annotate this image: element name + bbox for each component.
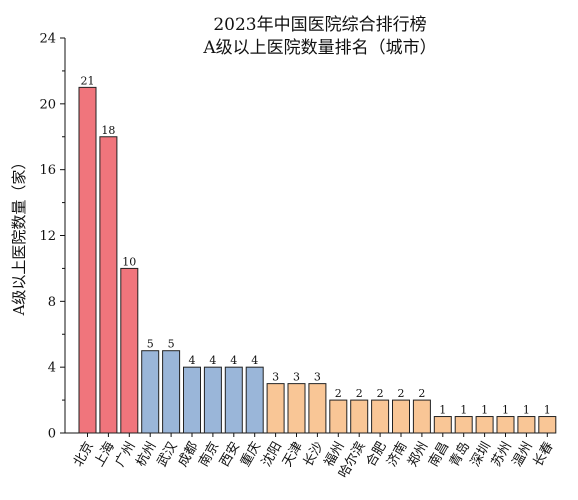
x-tick-label: 苏州 <box>488 439 515 470</box>
bar-value-label: 2 <box>377 387 384 400</box>
bar <box>203 366 222 434</box>
y-tick-label: 12 <box>39 229 56 244</box>
bar <box>224 366 243 434</box>
bar-value-label: 4 <box>189 354 196 367</box>
axes <box>64 38 556 434</box>
bar-value-label: 21 <box>81 74 95 87</box>
y-tick-label: 20 <box>39 97 56 112</box>
bar <box>329 399 348 434</box>
x-tick-label: 深圳 <box>468 439 494 469</box>
bar-value-label: 3 <box>314 371 321 384</box>
y-tick-label: 8 <box>48 295 56 310</box>
x-tick-labels: 北京上海广州杭州武汉成都南京西安重庆沈阳天津长沙福州哈尔滨合肥济南郑州南昌青岛深… <box>71 433 557 481</box>
bar <box>371 399 390 434</box>
bar-value-label: 10 <box>122 255 136 268</box>
x-tick-label: 武汉 <box>155 440 181 470</box>
x-tick-label: 合肥 <box>364 440 390 470</box>
x-tick-label: 青岛 <box>446 439 473 470</box>
bar-value-label: 1 <box>439 404 446 417</box>
bar-value-label: 4 <box>209 354 216 367</box>
bar <box>183 366 201 434</box>
bar-value-label: 2 <box>356 387 363 400</box>
bar <box>412 399 431 434</box>
x-tick-label: 重庆 <box>237 439 264 470</box>
bar-value-label: 5 <box>147 338 154 351</box>
bar <box>475 416 494 434</box>
bar <box>392 399 410 434</box>
bars <box>78 86 557 434</box>
bar <box>78 86 97 434</box>
x-tick-label: 沈阳 <box>259 440 285 470</box>
chart-title: 2023年中国医院综合排行榜 A级以上医院数量排名（城市） <box>202 15 436 58</box>
x-tick-label: 上海 <box>92 440 118 470</box>
bar <box>308 383 327 434</box>
y-ticks: 0 4 8 12 16 20 24 <box>39 32 65 442</box>
bar <box>266 383 285 434</box>
bar-value-label: 4 <box>251 354 258 367</box>
bar <box>433 416 452 434</box>
y-axis-label: A级以上医院数量（家） <box>10 155 28 317</box>
bar-value-label: 1 <box>481 404 488 417</box>
y-tick-label: 4 <box>48 361 56 376</box>
x-tick-label: 温州 <box>510 440 536 470</box>
chart-title-line-2: A级以上医院数量排名（城市） <box>202 38 436 58</box>
bar-value-label: 2 <box>418 387 425 400</box>
bar-value-label: 3 <box>293 371 300 384</box>
x-tick-label: 长春 <box>531 440 557 470</box>
bar <box>120 267 139 434</box>
x-tick-label: 郑州 <box>405 440 431 470</box>
bar <box>517 416 536 434</box>
x-tick-label: 成都 <box>175 440 201 470</box>
bar-value-label: 1 <box>502 404 509 417</box>
bar-value-label: 4 <box>230 354 237 367</box>
x-tick-label: 北京 <box>71 440 97 470</box>
bar <box>162 350 181 434</box>
x-tick-label: 杭州 <box>134 440 160 470</box>
bar-value-label: 1 <box>523 404 530 417</box>
x-tick-label: 长沙 <box>301 440 327 470</box>
bar <box>350 399 369 434</box>
bar-value-label: 1 <box>460 404 467 417</box>
x-tick-label: 天津 <box>280 440 306 470</box>
bar <box>287 383 306 434</box>
bar <box>141 350 160 434</box>
bar <box>99 136 118 434</box>
x-tick-label: 济南 <box>384 439 411 470</box>
bar-value-label: 2 <box>398 387 405 400</box>
bar <box>454 416 473 434</box>
bar-value-label: 5 <box>168 338 175 351</box>
y-tick-label: 0 <box>48 427 56 442</box>
bar <box>538 416 557 434</box>
bar-value-label: 18 <box>101 124 115 137</box>
x-tick-label: 南昌 <box>425 439 452 470</box>
bar <box>496 416 515 434</box>
x-tick-label: 西安 <box>217 440 243 470</box>
bar <box>245 366 264 434</box>
x-tick-label: 广州 <box>113 440 139 470</box>
x-tick-label: 南京 <box>195 439 222 470</box>
chart-title-line-1: 2023年中国医院综合排行榜 <box>213 15 426 35</box>
bar-value-label: 2 <box>335 387 342 400</box>
bar-value-label: 3 <box>272 371 279 384</box>
y-tick-label: 16 <box>39 163 56 178</box>
bar-value-label: 1 <box>544 404 551 417</box>
y-tick-label: 24 <box>39 32 56 47</box>
